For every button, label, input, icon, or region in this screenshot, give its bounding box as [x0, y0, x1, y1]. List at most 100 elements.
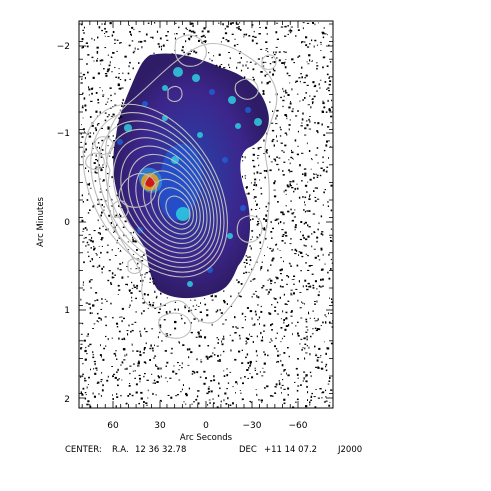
noise-speck [253, 198, 255, 199]
noise-speck [104, 112, 107, 114]
noise-speck [143, 40, 147, 42]
noise-speck [151, 278, 154, 280]
noise-speck [100, 168, 103, 170]
noise-speck [92, 392, 94, 395]
noise-speck [116, 358, 118, 360]
y-tick-label: −1 [57, 129, 70, 139]
noise-speck [325, 144, 328, 147]
noise-speck [314, 84, 317, 87]
noise-speck [256, 223, 259, 226]
noise-speck [302, 196, 304, 198]
noise-speck [263, 227, 266, 229]
noise-speck [222, 338, 225, 340]
noise-speck [113, 146, 115, 148]
noise-speck [266, 74, 268, 75]
noise-speck [269, 341, 271, 343]
noise-speck [133, 284, 135, 287]
noise-speck [145, 402, 148, 404]
noise-speck [192, 305, 195, 307]
noise-speck [87, 183, 90, 186]
noise-speck [112, 375, 114, 378]
noise-speck [210, 295, 213, 298]
noise-speck [289, 119, 291, 121]
noise-speck [144, 373, 146, 375]
noise-speck [87, 54, 90, 56]
noise-speck [317, 255, 320, 257]
noise-speck [269, 247, 272, 250]
noise-speck [290, 292, 292, 295]
noise-speck [277, 248, 279, 250]
noise-speck [264, 255, 265, 257]
noise-speck [82, 105, 84, 107]
noise-speck [101, 245, 103, 247]
noise-speck [296, 373, 299, 376]
noise-speck [90, 368, 91, 371]
noise-speck [131, 26, 134, 29]
noise-speck [327, 347, 330, 350]
noise-speck [80, 391, 82, 394]
noise-speck [320, 232, 323, 235]
noise-speck [308, 198, 311, 200]
noise-speck [325, 321, 327, 324]
noise-speck [327, 99, 329, 102]
noise-speck [83, 32, 85, 34]
contour-ring [97, 120, 222, 268]
noise-speck [270, 221, 272, 224]
noise-speck [257, 147, 260, 150]
noise-speck [131, 40, 134, 42]
noise-speck [316, 147, 319, 149]
noise-speck [149, 282, 151, 283]
noise-speck [258, 399, 260, 401]
noise-speck [281, 364, 284, 367]
noise-speck [309, 95, 311, 97]
noise-speck [108, 155, 111, 157]
noise-speck [305, 331, 308, 333]
noise-speck [329, 80, 332, 82]
noise-speck [115, 405, 117, 408]
noise-speck [160, 400, 162, 402]
noise-speck [320, 167, 323, 169]
noise-speck [132, 67, 134, 70]
noise-speck [124, 368, 127, 370]
noise-speck [313, 317, 316, 319]
noise-speck [211, 59, 213, 62]
noise-speck [191, 373, 194, 375]
noise-speck [306, 191, 308, 193]
noise-speck [159, 399, 162, 402]
noise-speck [301, 122, 303, 124]
noise-speck [319, 286, 323, 288]
noise-speck [279, 354, 281, 356]
noise-speck [96, 59, 98, 62]
noise-speck [88, 135, 92, 138]
noise-speck [283, 190, 285, 193]
noise-speck [115, 214, 118, 217]
noise-speck [91, 154, 93, 156]
noise-speck [91, 87, 94, 89]
noise-speck [184, 306, 187, 309]
noise-speck [252, 153, 255, 156]
noise-speck [314, 345, 316, 348]
noise-speck [95, 367, 98, 370]
noise-speck [131, 281, 133, 284]
noise-speck [239, 61, 241, 64]
noise-speck [260, 269, 262, 271]
noise-speck [83, 237, 85, 240]
noise-speck [323, 149, 326, 152]
noise-speck [185, 394, 188, 397]
noise-speck [250, 362, 252, 365]
noise-speck [98, 264, 101, 267]
noise-speck [109, 259, 111, 261]
noise-speck [244, 177, 246, 179]
noise-speck [198, 335, 201, 338]
noise-speck [252, 278, 254, 281]
noise-speck [86, 335, 89, 337]
noise-speck [298, 280, 300, 283]
noise-speck [117, 294, 119, 295]
noise-speck [222, 37, 225, 39]
noise-speck [95, 253, 97, 254]
noise-speck [308, 128, 312, 130]
noise-speck [233, 44, 236, 47]
noise-speck [327, 200, 329, 203]
noise-speck [255, 290, 257, 292]
noise-speck [281, 235, 284, 237]
